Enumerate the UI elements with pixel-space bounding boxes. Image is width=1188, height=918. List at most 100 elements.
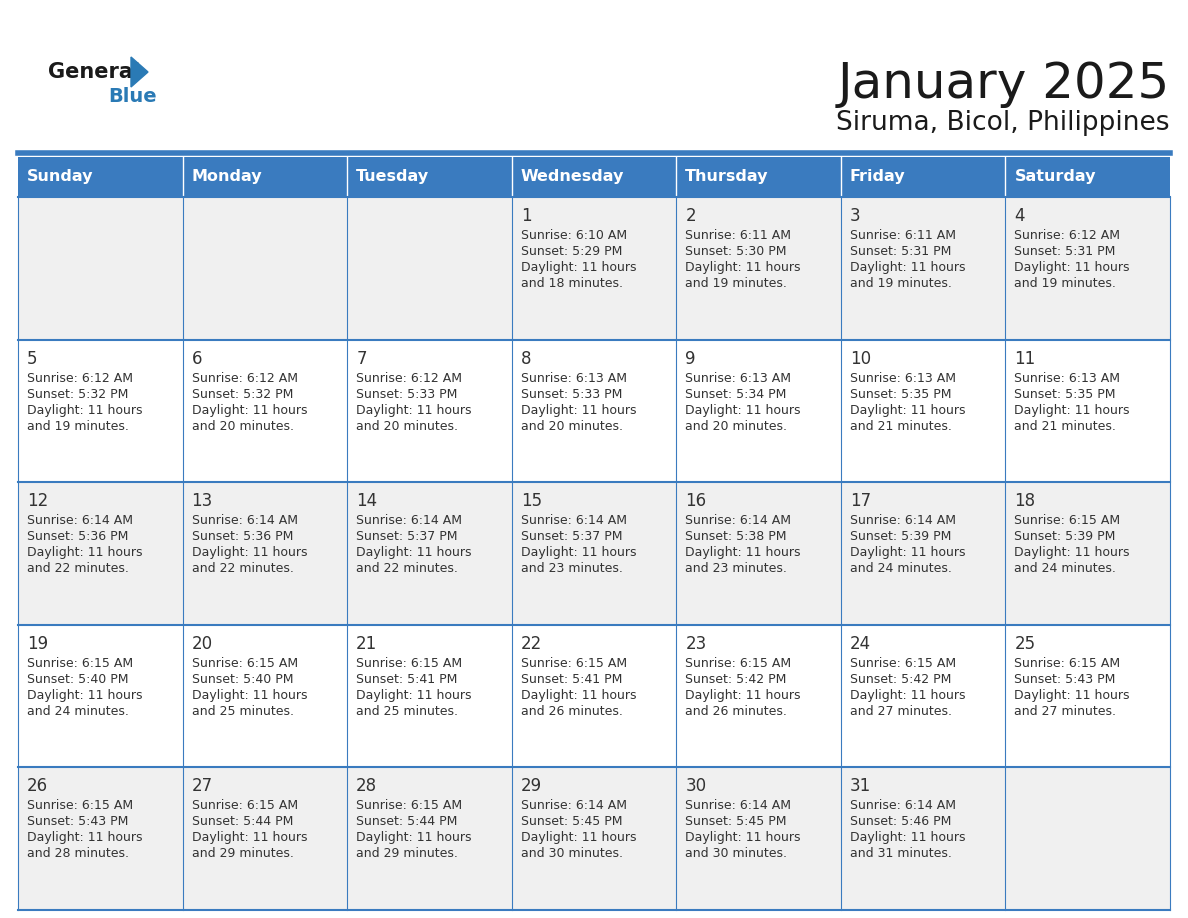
Text: and 26 minutes.: and 26 minutes. <box>520 705 623 718</box>
Text: Daylight: 11 hours: Daylight: 11 hours <box>685 688 801 701</box>
Text: 19: 19 <box>27 635 49 653</box>
Text: 23: 23 <box>685 635 707 653</box>
Text: Sunrise: 6:15 AM: Sunrise: 6:15 AM <box>356 800 462 812</box>
Text: Sunset: 5:41 PM: Sunset: 5:41 PM <box>520 673 623 686</box>
Text: Sunset: 5:31 PM: Sunset: 5:31 PM <box>1015 245 1116 258</box>
Text: Sunset: 5:31 PM: Sunset: 5:31 PM <box>849 245 952 258</box>
Text: 11: 11 <box>1015 350 1036 367</box>
FancyBboxPatch shape <box>347 157 512 197</box>
Text: Daylight: 11 hours: Daylight: 11 hours <box>520 261 637 274</box>
FancyBboxPatch shape <box>676 767 841 910</box>
FancyBboxPatch shape <box>676 482 841 625</box>
FancyBboxPatch shape <box>676 197 841 340</box>
Text: Sunrise: 6:12 AM: Sunrise: 6:12 AM <box>1015 229 1120 242</box>
Text: 5: 5 <box>27 350 38 367</box>
FancyBboxPatch shape <box>347 625 512 767</box>
Text: Sunrise: 6:14 AM: Sunrise: 6:14 AM <box>685 800 791 812</box>
Text: Wednesday: Wednesday <box>520 170 624 185</box>
Text: 17: 17 <box>849 492 871 510</box>
Text: 12: 12 <box>27 492 49 510</box>
FancyBboxPatch shape <box>841 340 1005 482</box>
Text: Daylight: 11 hours: Daylight: 11 hours <box>520 832 637 845</box>
FancyBboxPatch shape <box>347 340 512 482</box>
FancyBboxPatch shape <box>841 767 1005 910</box>
FancyBboxPatch shape <box>18 625 183 767</box>
Text: 6: 6 <box>191 350 202 367</box>
Text: Sunrise: 6:15 AM: Sunrise: 6:15 AM <box>27 656 133 670</box>
Text: Daylight: 11 hours: Daylight: 11 hours <box>520 546 637 559</box>
Text: Sunset: 5:33 PM: Sunset: 5:33 PM <box>356 387 457 400</box>
FancyBboxPatch shape <box>347 197 512 340</box>
Text: Sunrise: 6:14 AM: Sunrise: 6:14 AM <box>685 514 791 527</box>
Text: Sunset: 5:35 PM: Sunset: 5:35 PM <box>1015 387 1116 400</box>
Text: Sunset: 5:30 PM: Sunset: 5:30 PM <box>685 245 786 258</box>
Text: Daylight: 11 hours: Daylight: 11 hours <box>849 261 966 274</box>
Text: 29: 29 <box>520 778 542 795</box>
FancyBboxPatch shape <box>183 625 347 767</box>
Text: Daylight: 11 hours: Daylight: 11 hours <box>191 832 307 845</box>
Text: Sunrise: 6:12 AM: Sunrise: 6:12 AM <box>191 372 297 385</box>
Text: Daylight: 11 hours: Daylight: 11 hours <box>685 404 801 417</box>
FancyBboxPatch shape <box>676 625 841 767</box>
Text: Sunday: Sunday <box>27 170 94 185</box>
FancyBboxPatch shape <box>512 767 676 910</box>
Text: and 20 minutes.: and 20 minutes. <box>191 420 293 432</box>
Text: Sunset: 5:36 PM: Sunset: 5:36 PM <box>27 531 128 543</box>
FancyBboxPatch shape <box>183 340 347 482</box>
Text: Sunset: 5:45 PM: Sunset: 5:45 PM <box>685 815 786 828</box>
FancyBboxPatch shape <box>18 482 183 625</box>
Text: Sunrise: 6:15 AM: Sunrise: 6:15 AM <box>685 656 791 670</box>
Text: General: General <box>48 62 140 82</box>
Text: Sunrise: 6:14 AM: Sunrise: 6:14 AM <box>849 514 956 527</box>
Text: Friday: Friday <box>849 170 905 185</box>
Text: Sunrise: 6:13 AM: Sunrise: 6:13 AM <box>849 372 956 385</box>
Text: and 26 minutes.: and 26 minutes. <box>685 705 788 718</box>
Text: Daylight: 11 hours: Daylight: 11 hours <box>27 832 143 845</box>
Text: 4: 4 <box>1015 207 1025 225</box>
Text: Sunrise: 6:15 AM: Sunrise: 6:15 AM <box>191 800 298 812</box>
Text: Daylight: 11 hours: Daylight: 11 hours <box>1015 688 1130 701</box>
Text: 3: 3 <box>849 207 860 225</box>
Text: and 28 minutes.: and 28 minutes. <box>27 847 129 860</box>
Text: and 19 minutes.: and 19 minutes. <box>27 420 128 432</box>
FancyBboxPatch shape <box>183 197 347 340</box>
Text: and 30 minutes.: and 30 minutes. <box>520 847 623 860</box>
Text: Sunrise: 6:13 AM: Sunrise: 6:13 AM <box>685 372 791 385</box>
FancyBboxPatch shape <box>18 197 183 340</box>
Text: Sunrise: 6:15 AM: Sunrise: 6:15 AM <box>849 656 956 670</box>
Text: Sunset: 5:45 PM: Sunset: 5:45 PM <box>520 815 623 828</box>
Text: Sunset: 5:41 PM: Sunset: 5:41 PM <box>356 673 457 686</box>
FancyBboxPatch shape <box>18 340 183 482</box>
Text: 10: 10 <box>849 350 871 367</box>
Text: and 18 minutes.: and 18 minutes. <box>520 277 623 290</box>
Text: 8: 8 <box>520 350 531 367</box>
FancyBboxPatch shape <box>1005 625 1170 767</box>
Text: Sunrise: 6:12 AM: Sunrise: 6:12 AM <box>27 372 133 385</box>
FancyBboxPatch shape <box>18 767 183 910</box>
Text: and 25 minutes.: and 25 minutes. <box>356 705 459 718</box>
Text: Sunset: 5:40 PM: Sunset: 5:40 PM <box>191 673 293 686</box>
Text: and 19 minutes.: and 19 minutes. <box>685 277 788 290</box>
Text: Sunset: 5:34 PM: Sunset: 5:34 PM <box>685 387 786 400</box>
Text: Daylight: 11 hours: Daylight: 11 hours <box>356 688 472 701</box>
Text: Sunrise: 6:14 AM: Sunrise: 6:14 AM <box>356 514 462 527</box>
Text: Daylight: 11 hours: Daylight: 11 hours <box>27 404 143 417</box>
Text: and 21 minutes.: and 21 minutes. <box>1015 420 1117 432</box>
Text: Sunset: 5:44 PM: Sunset: 5:44 PM <box>356 815 457 828</box>
Text: and 19 minutes.: and 19 minutes. <box>849 277 952 290</box>
Text: Sunrise: 6:15 AM: Sunrise: 6:15 AM <box>1015 514 1120 527</box>
Text: and 23 minutes.: and 23 minutes. <box>520 562 623 576</box>
Text: 7: 7 <box>356 350 367 367</box>
FancyBboxPatch shape <box>512 482 676 625</box>
Text: Sunrise: 6:15 AM: Sunrise: 6:15 AM <box>356 656 462 670</box>
FancyBboxPatch shape <box>841 197 1005 340</box>
Text: Sunset: 5:42 PM: Sunset: 5:42 PM <box>685 673 786 686</box>
Text: Sunrise: 6:11 AM: Sunrise: 6:11 AM <box>685 229 791 242</box>
FancyBboxPatch shape <box>347 482 512 625</box>
Text: and 27 minutes.: and 27 minutes. <box>849 705 952 718</box>
Text: 9: 9 <box>685 350 696 367</box>
Text: Sunset: 5:37 PM: Sunset: 5:37 PM <box>356 531 457 543</box>
FancyBboxPatch shape <box>676 157 841 197</box>
Text: and 22 minutes.: and 22 minutes. <box>27 562 128 576</box>
Text: Daylight: 11 hours: Daylight: 11 hours <box>191 688 307 701</box>
